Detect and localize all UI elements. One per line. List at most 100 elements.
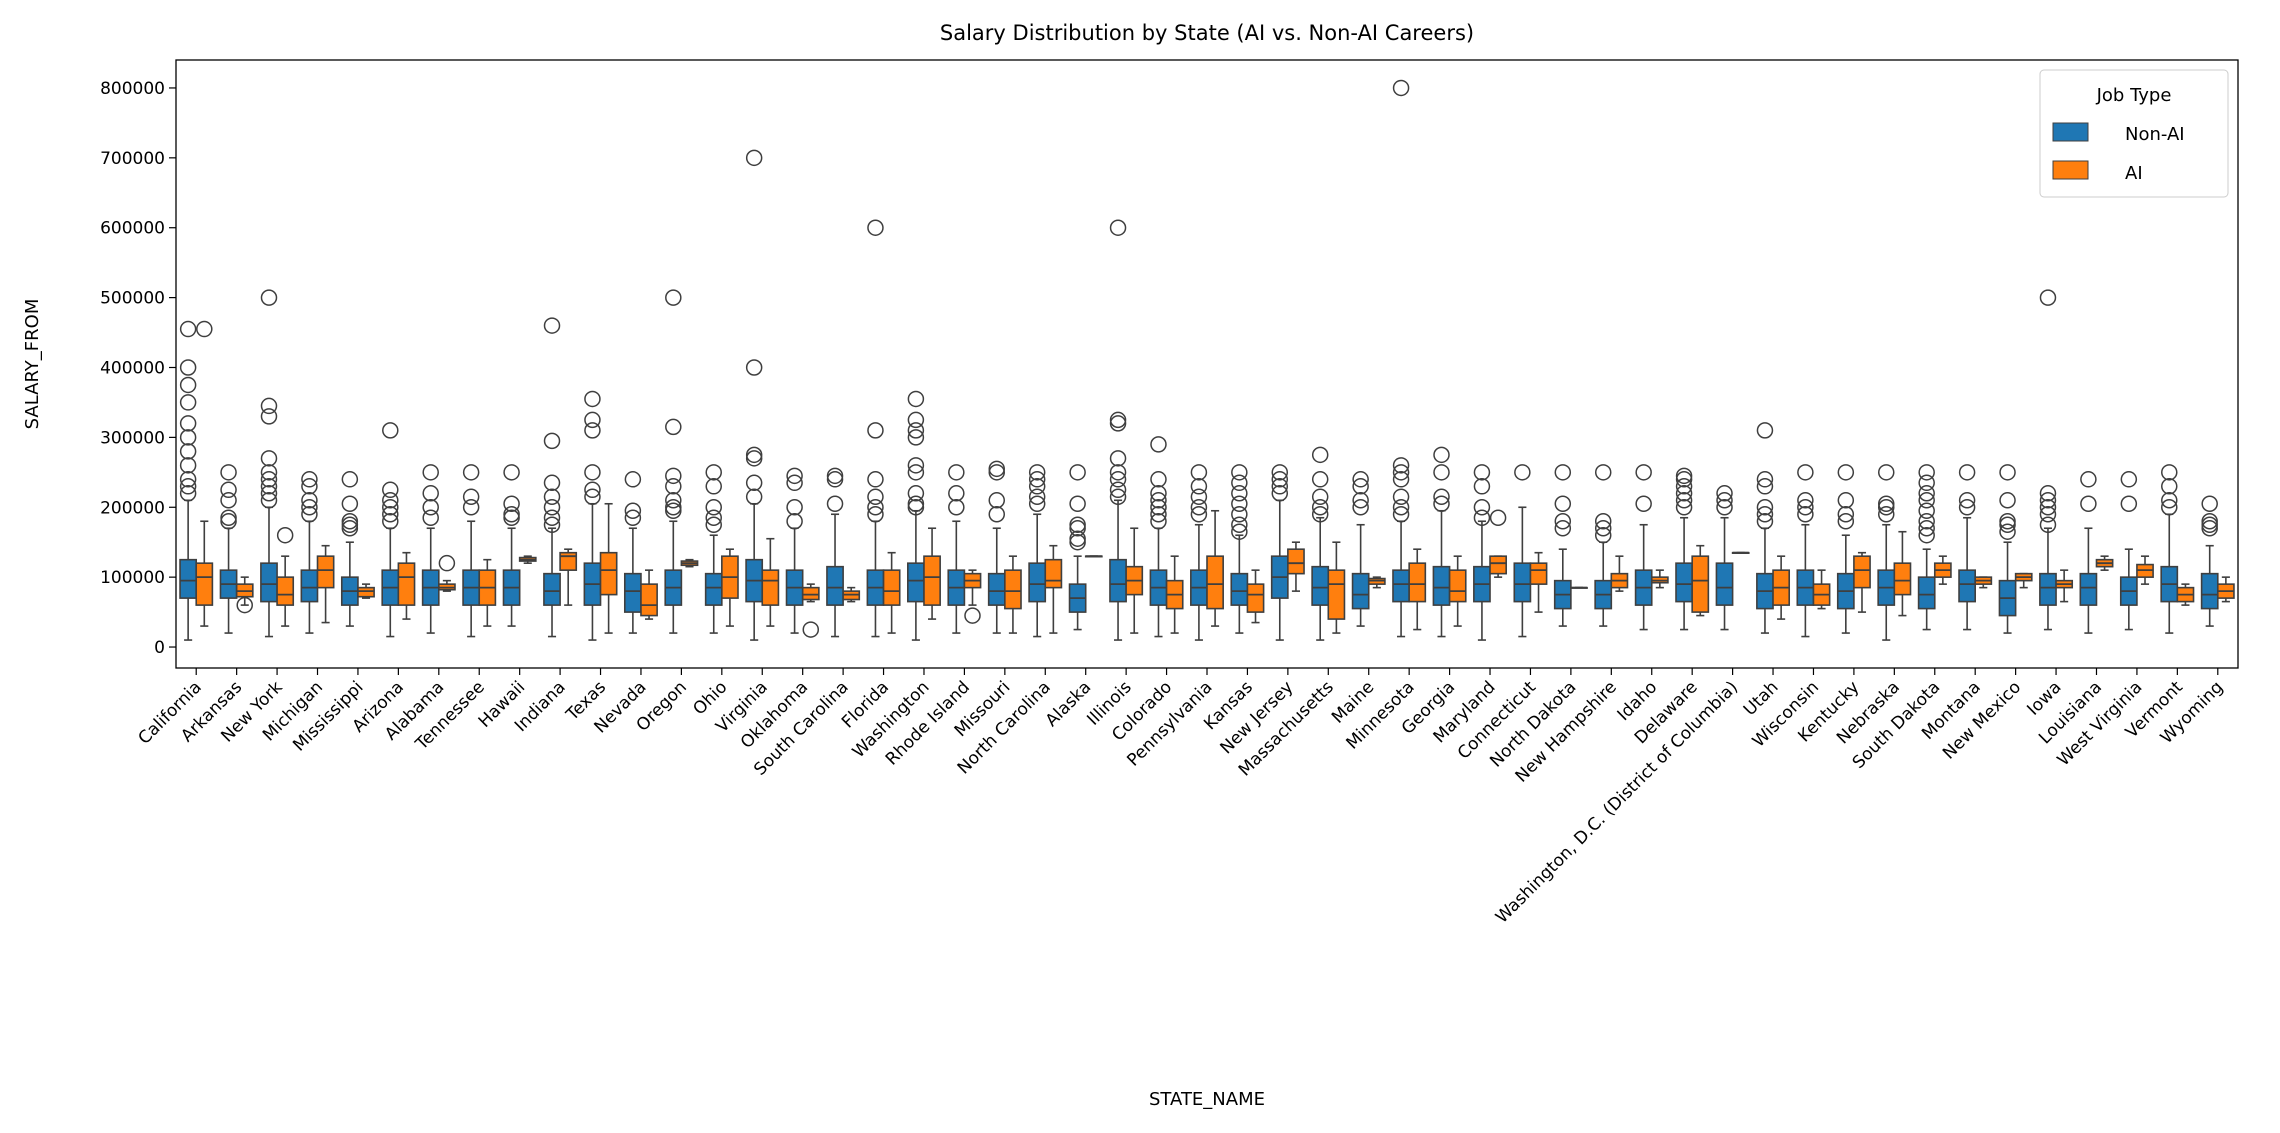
nonai-outlier [1554, 464, 1572, 481]
nonai-outlier [1028, 471, 1046, 488]
nonai-box [1715, 562, 1734, 606]
nonai-outlier [745, 474, 763, 492]
nonai-outlier [301, 506, 318, 523]
nonai-box [2039, 572, 2057, 606]
nonai-outlier [1028, 495, 1046, 513]
legend: Job Type Non-AI AI [2039, 69, 2229, 198]
y-tick-label: 700000 [100, 149, 165, 169]
nonai-outlier [1271, 471, 1289, 488]
ai-box [923, 555, 941, 606]
legend-swatch-ai [2052, 160, 2089, 180]
nonai-box [543, 572, 561, 606]
nonai-outlier [1675, 492, 1693, 509]
nonai-outlier [665, 499, 682, 516]
nonai-outlier [786, 499, 803, 516]
nonai-outlier [1756, 422, 1774, 439]
x-axis-label: STATE_NAME [1149, 1089, 1265, 1110]
ai-box [1489, 555, 1507, 575]
nonai-outlier [382, 422, 399, 439]
nonai-outlier [382, 492, 399, 509]
nonai-box [1028, 562, 1047, 603]
nonai-outlier [745, 488, 763, 506]
nonai-outlier [584, 411, 601, 429]
nonai-outlier [665, 467, 682, 485]
ai-outlier [236, 596, 253, 614]
ai-outlier [196, 320, 213, 338]
nonai-box [704, 572, 723, 606]
nonai-box [826, 565, 844, 606]
nonai-outlier [1109, 481, 1127, 499]
nonai-outlier [1918, 526, 1935, 544]
nonai-outlier [745, 359, 763, 376]
nonai-outlier [1958, 499, 1976, 516]
nonai-outlier [948, 485, 965, 502]
nonai-outlier [2039, 485, 2057, 502]
nonai-box [1958, 569, 1976, 603]
nonai-outlier [1352, 492, 1369, 509]
nonai-outlier [665, 502, 682, 520]
nonai-outlier [867, 219, 884, 236]
nonai-outlier [1756, 512, 1774, 530]
nonai-outlier [1231, 464, 1248, 481]
nonai-outlier [1473, 478, 1491, 495]
ai-box [1448, 569, 1467, 603]
nonai-outlier [1392, 464, 1410, 481]
nonai-outlier [1190, 488, 1208, 506]
nonai-outlier [948, 464, 965, 481]
ai-box [761, 569, 780, 606]
nonai-outlier [301, 471, 318, 488]
nonai-outlier [1392, 499, 1410, 516]
ai-outlier [276, 526, 294, 544]
nonai-outlier [1918, 464, 1935, 481]
nonai-outlier [1109, 464, 1127, 481]
y-tick-label: 800000 [100, 79, 165, 99]
legend-title: Job Type [2096, 85, 2172, 106]
nonai-outlier [665, 418, 682, 436]
ai-box [316, 555, 335, 589]
nonai-outlier [1150, 499, 1167, 516]
nonai-box [260, 562, 278, 603]
nonai-outlier [1028, 464, 1046, 481]
nonai-outlier [624, 509, 642, 526]
nonai-outlier [2161, 492, 2178, 509]
legend-label-ai: AI [2125, 163, 2143, 184]
nonai-outlier [1675, 478, 1693, 495]
ai-outlier [964, 607, 981, 624]
nonai-outlier [948, 499, 965, 516]
nonai-outlier [341, 471, 359, 488]
nonai-outlier [1433, 446, 1450, 464]
ai-box [276, 576, 295, 606]
nonai-outlier [543, 488, 561, 506]
nonai-outlier [422, 485, 439, 502]
nonai-outlier [1231, 485, 1248, 502]
nonai-outlier [2080, 471, 2097, 488]
nonai-outlier [260, 492, 278, 509]
nonai-outlier [1231, 523, 1248, 540]
nonai-outlier [1635, 495, 1652, 513]
nonai-outlier [179, 359, 197, 376]
nonai-outlier [624, 471, 642, 488]
nonai-outlier [1999, 512, 2016, 530]
nonai-outlier [1352, 499, 1369, 516]
nonai-outlier [1756, 471, 1774, 488]
nonai-outlier [1150, 492, 1167, 509]
nonai-outlier [1069, 495, 1086, 513]
nonai-outlier [1433, 488, 1450, 506]
nonai-outlier [1514, 464, 1531, 481]
nonai-box [907, 562, 925, 603]
nonai-box [1351, 572, 1370, 610]
nonai-outlier [1837, 512, 1855, 530]
nonai-outlier [179, 320, 197, 338]
nonai-outlier [179, 394, 197, 411]
nonai-outlier [260, 478, 278, 495]
nonai-outlier [382, 506, 399, 523]
nonai-outlier [907, 464, 925, 481]
ai-box [1287, 548, 1305, 575]
nonai-outlier [1554, 519, 1572, 537]
nonai-outlier [179, 376, 197, 394]
nonai-outlier [1069, 533, 1086, 551]
y-tick-label: 300000 [100, 428, 165, 448]
nonai-outlier [2039, 506, 2057, 523]
